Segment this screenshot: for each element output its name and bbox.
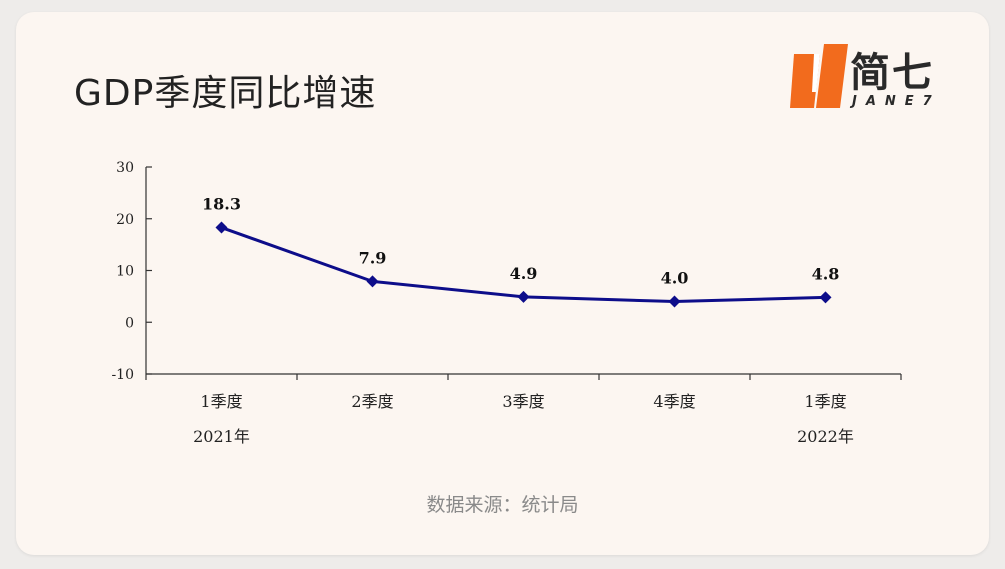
line-chart: -10 0 10 20 30 1季度 2021年 2季度 3季度 4季度 1季度 2022年 18.3 7… [111,160,902,446]
x-tick-sublabel: 2021年 [193,427,250,446]
data-point-marker [366,275,379,288]
data-label: 4.0 [661,269,689,288]
chart-card: GDP季度同比增速 简七 JANE7 -10 0 10 20 30 1季度 2021年 2季度… [16,12,989,555]
data-label: 18.3 [202,195,241,214]
y-tick-label: 20 [116,212,134,228]
x-tick-sublabel: 2022年 [797,427,854,446]
data-point-marker [819,291,832,304]
logo-text-cn: 简七 [850,50,934,96]
y-tick-label: 30 [116,160,134,176]
data-point-marker [215,221,228,234]
data-label: 4.9 [510,264,538,283]
data-point-marker [668,295,681,308]
chart-title: GDP季度同比增速 [74,73,377,114]
data-label: 4.8 [812,264,840,283]
y-tick-label: -10 [111,367,134,383]
x-tick-label: 3季度 [502,392,544,411]
logo-mark-icon [790,44,848,108]
x-tick-label: 1季度 [200,392,242,411]
data-source: 数据来源：统计局 [426,494,579,516]
logo-text-en: JANE7 [852,94,941,109]
x-tick-label: 4季度 [653,392,695,411]
y-tick-label: 0 [125,315,134,331]
x-tick-label: 2季度 [351,392,393,411]
data-point-marker [517,290,530,303]
brand-logo: 简七 JANE7 [790,42,965,122]
x-tick-label: 1季度 [804,392,846,411]
data-label: 7.9 [359,248,387,267]
y-tick-label: 10 [116,264,134,280]
